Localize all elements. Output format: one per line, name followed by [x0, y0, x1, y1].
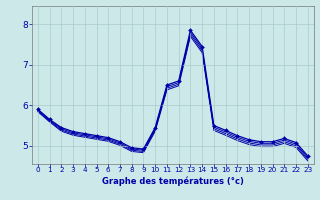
X-axis label: Graphe des températures (°c): Graphe des températures (°c): [102, 176, 244, 186]
